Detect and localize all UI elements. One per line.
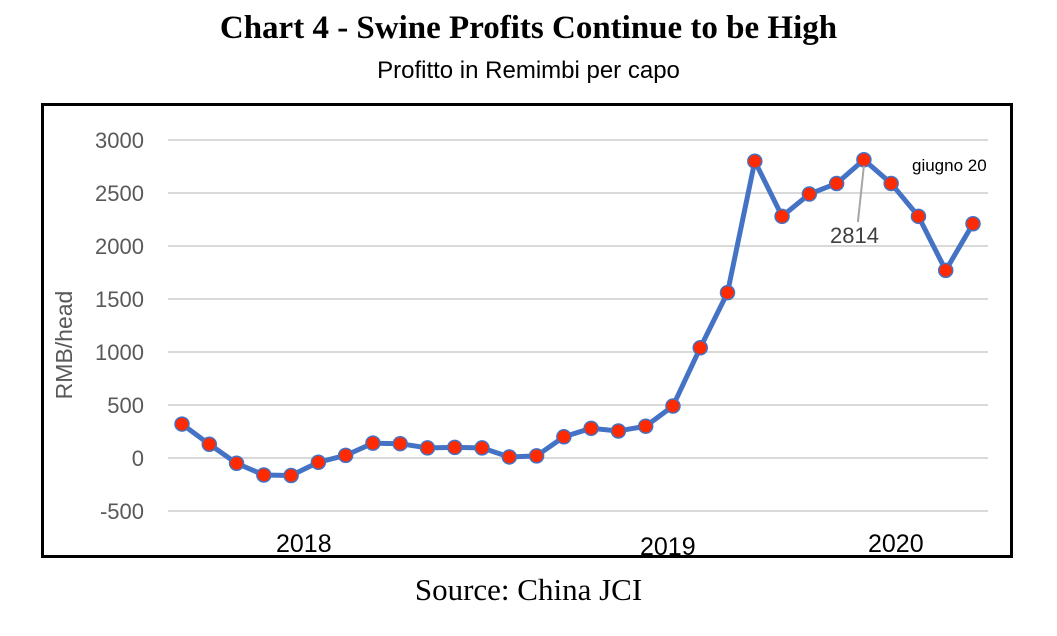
y-tick-label: 2000 [95, 234, 144, 259]
annotation-giugno-20: giugno 20 [912, 156, 987, 175]
y-axis-label: RMB/head [51, 291, 77, 400]
data-point [528, 448, 545, 464]
data-point [910, 208, 927, 225]
data-point [365, 435, 381, 451]
data-point [719, 284, 736, 301]
series-points [174, 151, 981, 484]
data-point [856, 151, 872, 168]
chart-title: Chart 4 - Swine Profits Continue to be H… [219, 10, 838, 46]
data-point [828, 175, 845, 192]
data-point [392, 435, 408, 452]
y-tick-label: 1500 [95, 287, 144, 312]
data-point [474, 440, 490, 456]
data-point [937, 262, 954, 279]
y-tick-label: 500 [107, 393, 144, 418]
data-point [501, 449, 518, 465]
y-tick-label: -500 [100, 499, 144, 524]
series-polyline [180, 157, 976, 478]
data-point [692, 340, 708, 356]
y-tick-label: 0 [132, 446, 144, 471]
data-point [883, 175, 899, 192]
data-point [201, 436, 218, 452]
y-tick-label: 3000 [95, 128, 144, 153]
data-point [310, 454, 327, 470]
series-line [180, 157, 976, 478]
data-point [174, 416, 190, 432]
data-point [965, 215, 981, 232]
data-point [801, 186, 818, 202]
callout-leader [856, 165, 865, 223]
data-point [637, 418, 654, 434]
data-point [256, 467, 272, 483]
data-point [665, 398, 681, 414]
year-label-2018: 2018 [276, 530, 332, 558]
data-point [337, 447, 354, 464]
y-tick-label: 1000 [95, 340, 144, 365]
data-point [447, 439, 463, 456]
callout-value: 2814 [830, 223, 879, 248]
year-label-2020: 2020 [868, 530, 924, 558]
source-note: Source: China JCI [414, 572, 643, 607]
data-point [556, 429, 572, 445]
data-point [283, 467, 299, 484]
data-point [774, 208, 790, 225]
year-label-2019: 2019 [640, 533, 696, 561]
y-axis-ticks: 3000 2500 2000 1500 1000 500 0 -500 [95, 128, 144, 524]
data-point [419, 440, 436, 456]
data-point [228, 455, 245, 472]
data-point [610, 423, 627, 439]
chart-frame [41, 103, 1013, 558]
gridlines [168, 139, 988, 512]
data-point [583, 420, 599, 437]
y-tick-label: 2500 [95, 181, 144, 206]
chart-subtitle: Profitto in Remimbi per capo [377, 57, 680, 84]
data-point [747, 153, 763, 169]
